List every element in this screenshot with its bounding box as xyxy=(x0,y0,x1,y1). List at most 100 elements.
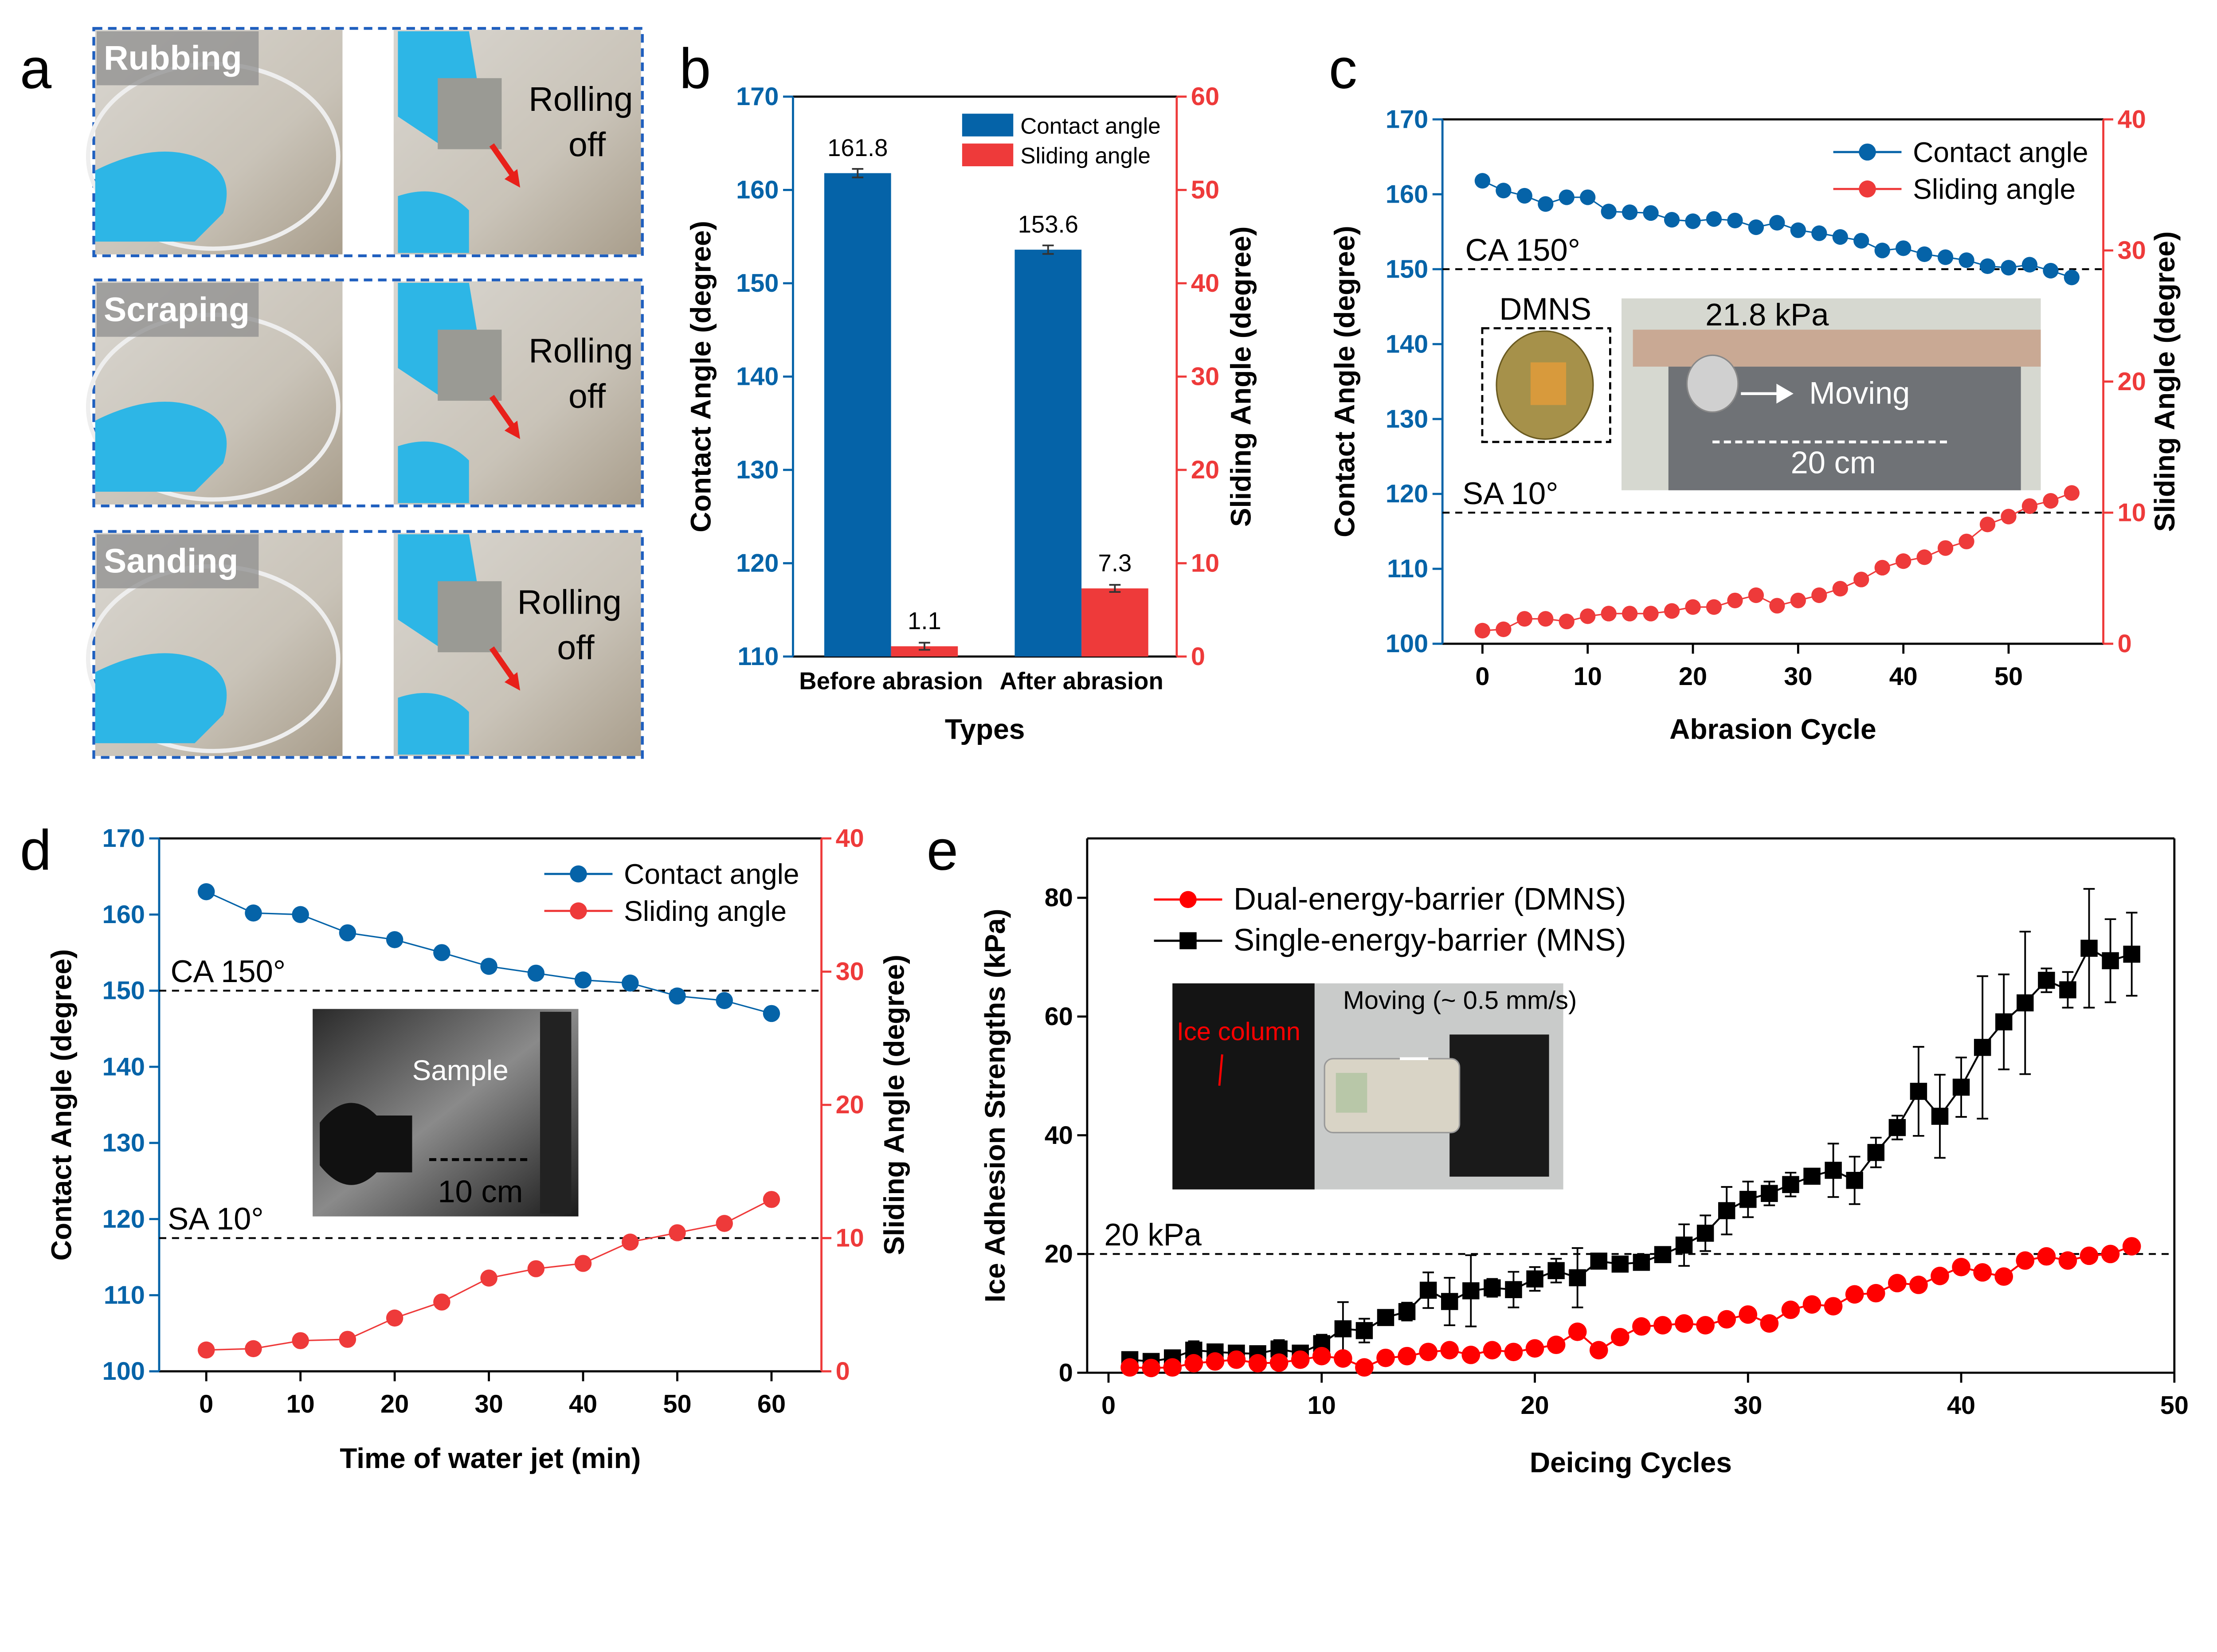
data-point xyxy=(622,1233,639,1251)
data-point xyxy=(1909,1276,1928,1294)
data-point xyxy=(1184,1354,1203,1373)
x-axis-label: Deicing Cycles xyxy=(1530,1446,1732,1478)
x-tick-label: 20 xyxy=(380,1390,409,1418)
sample-plate xyxy=(438,78,502,149)
data-point xyxy=(1269,1353,1289,1372)
label-bg xyxy=(96,31,259,86)
data-point xyxy=(2080,1246,2099,1265)
data-point xyxy=(1496,183,1512,199)
y-tick-label: 170 xyxy=(1386,105,1428,133)
data-point xyxy=(1846,1172,1863,1189)
bar-value-label: 153.6 xyxy=(1018,211,1078,238)
red-arrow-icon xyxy=(1218,1054,1223,1086)
data-point xyxy=(245,1340,262,1358)
glove-hand xyxy=(95,653,227,744)
legend-swatch xyxy=(962,143,1014,166)
sample-plate xyxy=(438,581,502,653)
bar-value-label: 7.3 xyxy=(1098,550,1132,577)
y2-tick-label: 30 xyxy=(2118,236,2146,265)
data-point xyxy=(763,1191,780,1208)
y-tick-label: 110 xyxy=(737,642,779,671)
data-point xyxy=(1845,1285,1864,1304)
data-point xyxy=(1727,592,1743,608)
legend-swatch xyxy=(962,114,1014,137)
y-tick-label: 150 xyxy=(736,269,779,298)
data-point xyxy=(1916,246,1932,262)
y-tick-label: 140 xyxy=(1386,330,1428,358)
y2-tick-label: 0 xyxy=(836,1357,850,1386)
data-point xyxy=(1718,1202,1735,1219)
data-point xyxy=(1995,1013,2013,1031)
data-point xyxy=(339,1331,356,1348)
off-label: off xyxy=(568,126,606,164)
data-point xyxy=(1547,1262,1565,1280)
y2-tick-label: 0 xyxy=(2118,630,2132,658)
stage-left xyxy=(1172,983,1315,1190)
x-tick-label: 30 xyxy=(474,1390,503,1418)
panel-a-photos: Rubbing Rolling off Scraping Rolling off Sandi… xyxy=(86,27,644,759)
reference-line-label: CA 150° xyxy=(1465,232,1580,267)
data-point xyxy=(1484,1279,1501,1296)
data-point xyxy=(1334,1320,1352,1338)
y2-tick-label: 40 xyxy=(836,824,864,853)
data-point xyxy=(386,1309,403,1327)
data-point xyxy=(2064,485,2080,501)
y-axis-label: Contact Angle (degree) xyxy=(45,949,77,1261)
panel-label-e: e xyxy=(927,819,958,882)
y2-axis-label: Sliding Angle (degree) xyxy=(1225,226,1257,527)
x-axis-label: Types xyxy=(945,713,1025,745)
y-tick-label: 100 xyxy=(102,1357,145,1386)
data-point xyxy=(197,1341,215,1359)
data-point xyxy=(1761,1185,1778,1202)
y-tick-label: 150 xyxy=(102,977,145,1005)
data-point xyxy=(1937,249,1954,265)
data-point xyxy=(1496,621,1512,638)
data-point xyxy=(1227,1350,1246,1369)
data-point xyxy=(1559,614,1575,630)
data-point xyxy=(1516,611,1532,627)
y2-tick-label: 60 xyxy=(1191,82,1219,111)
data-point xyxy=(1675,1314,1693,1333)
reference-line-label: CA 150° xyxy=(171,954,286,989)
data-point xyxy=(1643,606,1659,622)
data-point xyxy=(1474,173,1491,189)
data-point xyxy=(292,906,309,923)
rolling-label: Rolling xyxy=(529,80,633,118)
glove-hand xyxy=(95,401,227,492)
photo-frame xyxy=(92,278,644,508)
y2-tick-label: 40 xyxy=(1191,269,1219,298)
data-point xyxy=(1802,1295,1821,1314)
y2-axis-label: Sliding Angle (degree) xyxy=(2149,231,2181,532)
data-point xyxy=(1654,1246,1672,1263)
data-point xyxy=(1526,1270,1543,1288)
y2-tick-label: 30 xyxy=(836,958,864,986)
glove-hand xyxy=(398,191,469,253)
category-label: Before abrasion xyxy=(799,667,983,694)
data-point xyxy=(1952,1257,1970,1276)
data-point xyxy=(1398,1303,1416,1320)
x-tick-label: 20 xyxy=(1520,1391,1549,1420)
x-tick-label: 20 xyxy=(1679,662,1707,691)
y-tick-label: 100 xyxy=(1386,630,1428,658)
data-point xyxy=(1622,606,1638,622)
legend-marker xyxy=(570,865,587,883)
y-tick-label: 130 xyxy=(1386,405,1428,433)
data-point xyxy=(1739,1190,1757,1208)
data-point xyxy=(1653,1316,1672,1335)
y-tick-label: 20 xyxy=(1045,1240,1073,1268)
photo-frame xyxy=(92,530,644,759)
y2-tick-label: 20 xyxy=(2118,368,2146,396)
inset-moving-label: Moving xyxy=(1809,375,1910,410)
data-point xyxy=(1441,1293,1458,1310)
y-tick-label: 170 xyxy=(102,824,145,853)
y-tick-label: 160 xyxy=(1386,180,1428,208)
data-point xyxy=(669,1224,686,1241)
data-point xyxy=(1440,1341,1459,1360)
data-point xyxy=(386,931,403,948)
label-bg xyxy=(96,282,259,337)
reference-line-label: SA 10° xyxy=(1462,476,1558,511)
glove-hand xyxy=(95,151,227,242)
data-point xyxy=(1632,1317,1651,1336)
data-point xyxy=(1717,1310,1736,1329)
red-arrow-head-icon xyxy=(504,169,521,188)
